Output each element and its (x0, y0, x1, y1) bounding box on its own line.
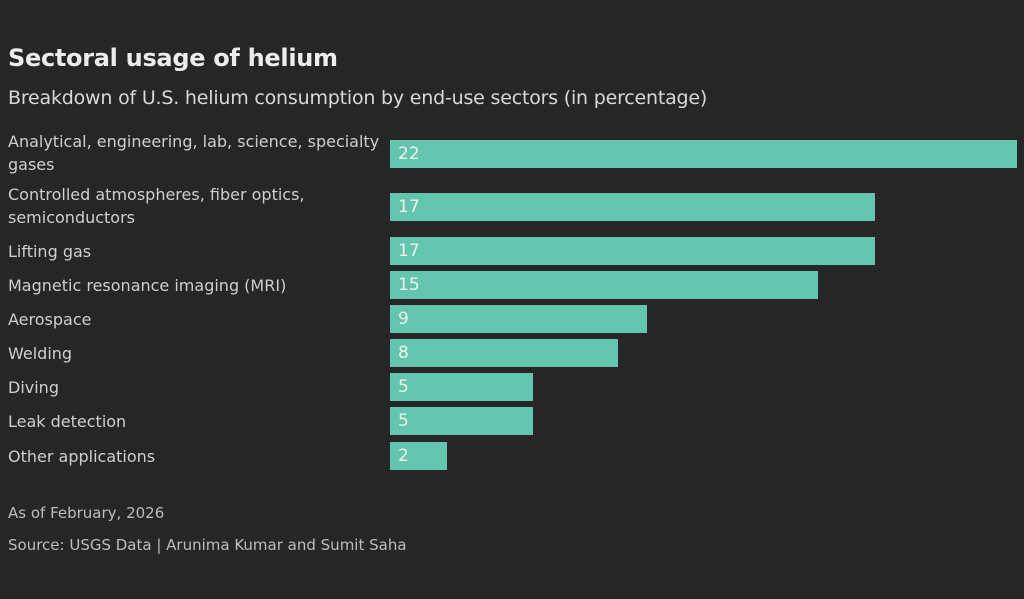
bar-value: 17 (398, 241, 420, 261)
chart-title: Sectoral usage of helium (8, 44, 338, 72)
bar-value: 8 (398, 343, 409, 363)
bar: 15 (390, 271, 818, 299)
chart-subtitle: Breakdown of U.S. helium consumption by … (8, 87, 708, 109)
bar-label: Controlled atmospheres, fiber optics, se… (8, 185, 305, 227)
bar-value: 9 (398, 309, 409, 329)
bar-label: Leak detection (8, 412, 127, 431)
bar-label: Lifting gas (8, 242, 92, 261)
bar-value: 2 (398, 446, 409, 466)
source-note: Source: USGS Data | Arunima Kumar and Su… (8, 536, 407, 554)
bar: 8 (390, 339, 618, 367)
bar: 17 (390, 237, 875, 265)
bar-label: Diving (8, 378, 59, 397)
bar: 5 (390, 373, 533, 401)
bar-label: Analytical, engineering, lab, science, s… (8, 132, 380, 174)
bar-label: Other applications (8, 447, 156, 466)
bar: 17 (390, 193, 875, 221)
bar-label: Welding (8, 344, 73, 363)
bar-value: 15 (398, 275, 420, 295)
bar: 9 (390, 305, 647, 333)
bar-value: 17 (398, 197, 420, 217)
bar: 5 (390, 407, 533, 435)
bar-value: 22 (398, 144, 420, 164)
bar: 2 (390, 442, 447, 470)
bar-value: 5 (398, 377, 409, 397)
bar: 22 (390, 140, 1017, 168)
date-note: As of February, 2026 (8, 504, 165, 522)
bar-label: Magnetic resonance imaging (MRI) (8, 276, 287, 295)
bar-label: Aerospace (8, 310, 92, 329)
bar-value: 5 (398, 411, 409, 431)
